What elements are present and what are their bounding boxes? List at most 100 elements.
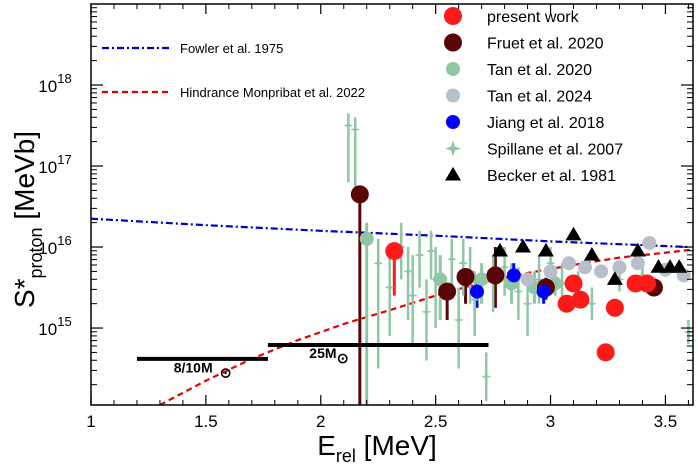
y-tick-base-3: 10 xyxy=(38,77,57,96)
point-spillane-et-al-2007-16 xyxy=(481,371,492,382)
point-fruet-et-al-2020-0 xyxy=(350,185,369,204)
y-tick-label-1: 1016 xyxy=(38,233,71,258)
annotations: 8/10M ⊙25M ⊙ xyxy=(136,343,489,381)
point-fruet-et-al-2020-1 xyxy=(438,282,457,301)
line-legend-label-0: Fowler et al. 1975 xyxy=(180,41,283,56)
point-jiang-et-al-2018-2 xyxy=(536,284,551,299)
point-spillane-et-al-2007-13 xyxy=(458,258,469,269)
legend-marker-becker-et-al-1981 xyxy=(445,166,461,181)
y-axis-title: S*proton [MeVb] xyxy=(9,131,46,308)
point-tan-et-al-2024-6 xyxy=(630,256,645,271)
y-tick-label-0: 1015 xyxy=(38,314,71,339)
legend-label-spillane-et-al-2007: Spillane et al. 2007 xyxy=(487,142,623,159)
point-spillane-et-al-2007-6 xyxy=(407,290,418,301)
point-spillane-et-al-2007-21 xyxy=(534,274,545,285)
point-spillane-et-al-2007-7 xyxy=(414,250,425,261)
legend-label-present-work: present work xyxy=(487,9,580,26)
point-becker-et-al-1981-5 xyxy=(606,271,623,285)
legend-marker-spillane-et-al-2007 xyxy=(445,140,461,157)
point-becker-et-al-1981-0 xyxy=(491,242,508,257)
x-axis-title-unit: [MeV] xyxy=(356,430,437,461)
point-tan-et-al-2020-1 xyxy=(433,272,448,287)
point-fruet-et-al-2020-3 xyxy=(486,266,505,285)
error-bars xyxy=(347,113,690,405)
point-present-work-3 xyxy=(571,290,590,309)
legend-label-becker-et-al-1981: Becker et al. 1981 xyxy=(487,168,616,185)
point-spillane-et-al-2007-0 xyxy=(343,120,354,131)
y-axis-title-main: S* xyxy=(9,278,40,308)
point-spillane-et-al-2007-19 xyxy=(513,286,524,297)
point-spillane-et-al-2007-15 xyxy=(469,294,480,305)
x-axis-title: Erel [MeV] xyxy=(317,430,437,466)
y-tick-base-1: 10 xyxy=(38,239,57,258)
point-spillane-et-al-2007-22 xyxy=(545,258,556,269)
x-tick-label-2: 2 xyxy=(316,412,325,431)
x-axis-title-sub: rel xyxy=(336,446,356,466)
legend-label-tan-et-al-2020: Tan et al. 2020 xyxy=(487,62,592,79)
point-fruet-et-al-2020-2 xyxy=(456,268,475,287)
y-tick-base-2: 10 xyxy=(38,158,57,177)
point-becker-et-al-1981-1 xyxy=(514,238,531,253)
ann-8-10-sun-symbol: ⊙ xyxy=(220,365,232,381)
point-present-work-2 xyxy=(564,274,583,293)
x-tick-label-3: 2.5 xyxy=(424,412,448,431)
point-spillane-et-al-2007-12 xyxy=(453,314,464,325)
legend: Fowler et al. 1975 Hindrance Monpribat et… xyxy=(102,7,623,185)
y-tick-exp-1: 16 xyxy=(57,233,71,248)
y-axis-title-unit: [MeVb] xyxy=(9,131,40,227)
point-jiang-et-al-2018-1 xyxy=(506,268,521,283)
y-tick-exp-0: 15 xyxy=(57,314,71,329)
point-spillane-et-al-2007-18 xyxy=(499,262,510,273)
point-present-work-0 xyxy=(385,242,404,261)
ann-8-10-label: 8/10M xyxy=(174,360,213,376)
y-tick-exp-2: 17 xyxy=(57,152,71,167)
y-tick-base-0: 10 xyxy=(38,320,57,339)
point-spillane-et-al-2007-8 xyxy=(421,306,432,317)
ann-25-label: 25M xyxy=(309,345,336,361)
legend-label-fruet-et-al-2020: Fruet et al. 2020 xyxy=(487,36,604,53)
point-present-work-5 xyxy=(605,298,624,317)
legend-marker-tan-et-al-2020 xyxy=(446,62,460,76)
point-tan-et-al-2024-2 xyxy=(561,256,576,271)
ann-25-sun-symbol: ⊙ xyxy=(337,350,349,366)
point-becker-et-al-1981-2 xyxy=(537,242,554,257)
point-tan-et-al-2024-4 xyxy=(594,264,609,279)
legend-marker-jiang-et-al-2018 xyxy=(446,115,460,129)
point-becker-et-al-1981-4 xyxy=(583,246,600,261)
point-tan-et-al-2020-0 xyxy=(359,231,374,246)
point-becker-et-al-1981-9 xyxy=(671,259,688,273)
point-jiang-et-al-2018-0 xyxy=(470,284,485,299)
line-legend-label-1: Hindrance Monpribat et al. 2022 xyxy=(180,85,365,100)
point-becker-et-al-1981-7 xyxy=(650,259,667,273)
point-tan-et-al-2024-1 xyxy=(543,264,558,279)
point-tan-et-al-2024-0 xyxy=(520,272,535,287)
curve-fowler-et-al-1975 xyxy=(91,217,689,249)
point-spillane-et-al-2007-25 xyxy=(586,298,597,309)
y-axis-title-sub: proton xyxy=(26,227,46,278)
legend-label-tan-et-al-2024: Tan et al. 2024 xyxy=(487,89,592,106)
point-spillane-et-al-2007-5 xyxy=(403,266,414,277)
point-spillane-et-al-2007-27 xyxy=(637,270,648,281)
y-tick-label-3: 1018 xyxy=(38,71,71,96)
point-becker-et-al-1981-3 xyxy=(565,226,582,241)
x-tick-label-1: 1.5 xyxy=(194,412,218,431)
legend-label-jiang-et-al-2018: Jiang et al. 2018 xyxy=(487,115,605,132)
point-present-work-4 xyxy=(596,343,615,362)
legend-marker-fruet-et-al-2020 xyxy=(444,33,462,52)
x-tick-label-5: 3.5 xyxy=(654,412,678,431)
point-tan-et-al-2024-5 xyxy=(612,260,627,275)
plot-frame xyxy=(90,3,694,406)
point-spillane-et-al-2007-2 xyxy=(373,258,384,269)
legend-marker-tan-et-al-2024 xyxy=(446,88,460,103)
point-present-work-1 xyxy=(557,294,576,313)
point-spillane-et-al-2007-1 xyxy=(350,124,361,135)
y-tick-exp-3: 18 xyxy=(57,71,71,86)
point-tan-et-al-2024-3 xyxy=(578,260,593,275)
point-present-work-7 xyxy=(638,274,657,293)
x-tick-label-0: 1 xyxy=(86,412,95,431)
point-becker-et-al-1981-6 xyxy=(629,242,646,257)
point-spillane-et-al-2007-11 xyxy=(446,254,457,265)
